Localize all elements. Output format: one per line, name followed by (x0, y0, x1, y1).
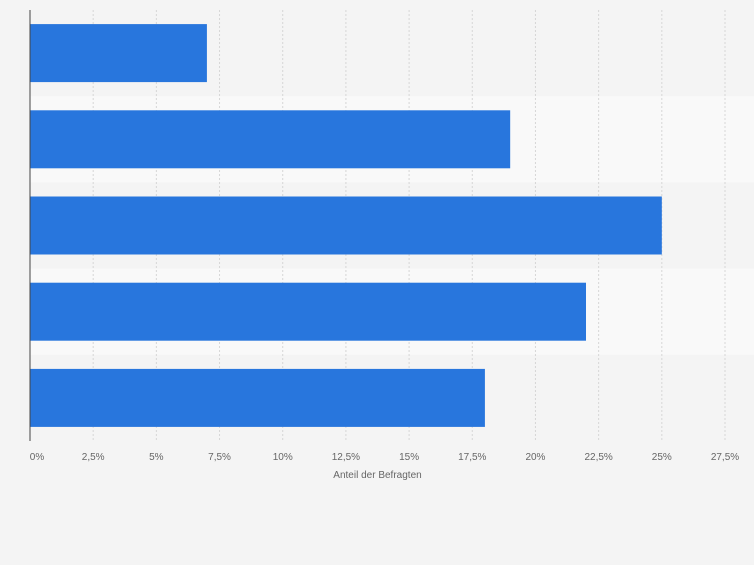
x-tick-label: 10% (273, 452, 293, 463)
x-tick-label: 12,5% (332, 452, 360, 463)
x-axis-label: Anteil der Befragten (333, 470, 421, 481)
x-tick-label: 2,5% (82, 452, 105, 463)
bar (30, 110, 511, 169)
bar (30, 24, 207, 83)
x-tick-label: 15% (399, 452, 419, 463)
bar (30, 282, 586, 341)
x-tick-label: 0% (30, 452, 45, 463)
x-tick-label: 17,5% (458, 452, 486, 463)
bar (30, 368, 485, 427)
x-tick-labels: 0% 2,5% 5% 7,5% 10% 12,5% 15% 17,5% 20% 22,5% 25% 2… (30, 452, 740, 463)
x-tick-label: 25% (652, 452, 672, 463)
x-tick-label: 20% (525, 452, 545, 463)
bars (30, 24, 662, 427)
x-tick-label: 5% (149, 452, 164, 463)
x-tick-label: 27,5% (711, 452, 739, 463)
bar (30, 196, 662, 255)
x-tick-label: 7,5% (208, 452, 231, 463)
x-tick-label: 22,5% (584, 452, 612, 463)
